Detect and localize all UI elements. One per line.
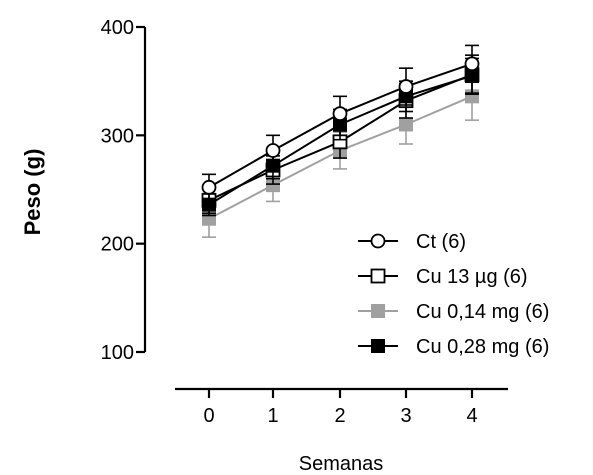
y-tick-label: 400	[101, 17, 134, 39]
legend-marker	[370, 268, 386, 284]
legend-marker	[371, 339, 385, 353]
series-0	[201, 44, 480, 202]
series-layer	[201, 44, 480, 238]
tick-labels: 100 200 300 400 0 1 2 3 4	[101, 17, 478, 427]
y-tick-label: 100	[101, 342, 134, 364]
x-tick-label: 0	[203, 405, 214, 427]
data-point	[398, 79, 414, 94]
x-tick-label: 1	[267, 405, 278, 427]
legend-item-2: Cu 0,14 mg (6)	[358, 301, 549, 323]
y-tick-label: 200	[101, 234, 134, 256]
y-axis-title: Peso (g)	[20, 149, 45, 236]
legend-item-3: Cu 0,28 mg (6)	[358, 336, 549, 358]
data-point	[464, 56, 480, 72]
x-tick-label: 2	[334, 405, 345, 427]
legend-label: Cu 0,28 mg (6)	[416, 336, 549, 358]
data-point	[399, 117, 413, 132]
axes	[136, 25, 508, 398]
legend: Ct (6) Cu 13 µg (6) Cu 0,14 mg (6) Cu 0,28 …	[358, 231, 549, 358]
data-point	[332, 106, 348, 122]
legend-label: Ct (6)	[416, 231, 466, 253]
legend-label: Cu 13 µg (6)	[416, 266, 528, 288]
x-tick-label: 4	[466, 405, 477, 427]
data-point	[265, 143, 281, 158]
data-point	[201, 179, 217, 195]
legend-item-1: Cu 13 µg (6)	[358, 266, 528, 288]
legend-label: Cu 0,14 mg (6)	[416, 301, 549, 323]
legend-marker	[371, 304, 385, 318]
y-tick-label: 300	[101, 125, 134, 147]
series-3	[202, 57, 479, 217]
x-tick-label: 3	[400, 405, 411, 427]
legend-item-0: Ct (6)	[358, 231, 466, 253]
x-axis-title: Semanas	[299, 453, 384, 475]
legend-marker	[370, 233, 386, 249]
